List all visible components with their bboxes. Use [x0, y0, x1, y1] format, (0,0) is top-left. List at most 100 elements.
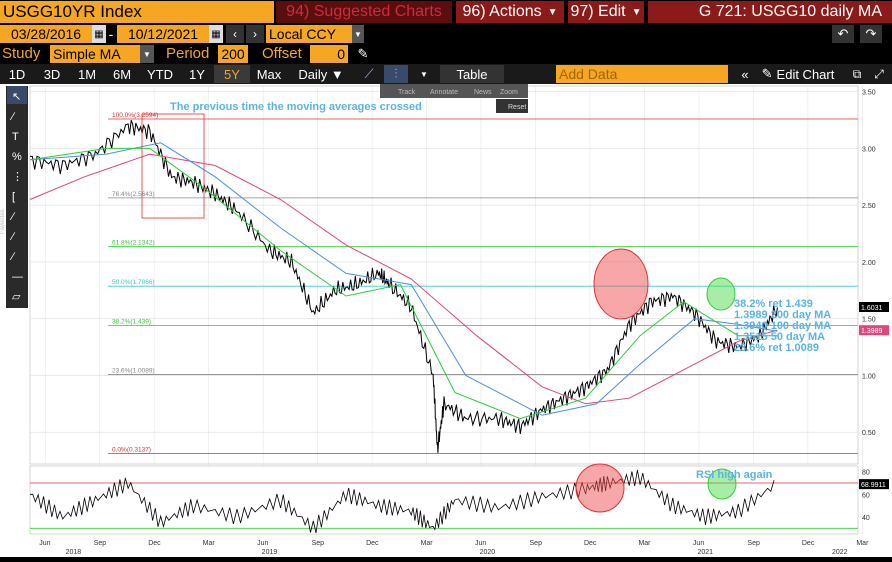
news-tool[interactable]: News: [474, 89, 492, 96]
study-value: Simple MA: [53, 46, 121, 62]
zoom-tool[interactable]: Zoom: [500, 89, 518, 96]
ray-icon[interactable]: ∕: [9, 231, 16, 243]
x-month-label: Mar: [856, 540, 869, 547]
timeframe-6m[interactable]: 6M: [112, 66, 132, 82]
chart-area[interactable]: ↖ ∕ T% ⋮ [∕ ∕ ∕ — ▱ Favorites 100.0%(3.2594) 76.4%…: [0, 84, 892, 557]
y-tick-label: 2.00: [862, 260, 876, 267]
suggested-charts-label: 94) Suggested Charts: [286, 3, 442, 20]
rsi-peak-circle: [575, 463, 625, 513]
chevron-left-icon[interactable]: ‹: [226, 25, 244, 43]
timeframe-5y[interactable]: 5Y: [214, 65, 250, 83]
x-year-label: 2021: [697, 549, 713, 556]
series-ma50: [29, 147, 778, 420]
line-chart-icon[interactable]: ⟋: [364, 66, 374, 81]
chevron-right-icon[interactable]: ›: [246, 25, 264, 43]
pencil-icon: ✎: [761, 66, 773, 81]
rsi-last-text: 68.9911: [861, 482, 886, 489]
undo-icon[interactable]: ↶: [832, 25, 854, 43]
timeframe-1d[interactable]: 1D: [8, 66, 26, 82]
suggested-charts-button[interactable]: 94) Suggested Charts: [276, 1, 452, 23]
trend-icon[interactable]: ∕: [9, 251, 16, 263]
add-data-input[interactable]: Add Data: [556, 65, 728, 83]
period-input[interactable]: 200: [218, 45, 248, 63]
redo-icon[interactable]: ↷: [860, 25, 882, 43]
currency-select[interactable]: Local CCY: [266, 25, 352, 43]
timeframe-1m[interactable]: 1M: [77, 66, 97, 82]
y-tick-label: 3.50: [862, 90, 876, 97]
chevron-down-icon[interactable]: ▼: [140, 45, 154, 63]
x-month-label: Mar: [421, 540, 434, 547]
study-select[interactable]: Simple MA: [50, 45, 140, 63]
track-tool[interactable]: Track: [398, 89, 416, 96]
x-year-label: 2022: [832, 549, 848, 556]
x-month-label: Jun: [475, 540, 486, 547]
study-label: Study: [2, 45, 41, 62]
x-month-label: Sep: [747, 540, 760, 547]
annotate-tool[interactable]: Annotate: [430, 89, 458, 96]
chevron-down-icon: ▼: [631, 6, 642, 18]
active-tool-highlight: [7, 86, 27, 104]
fib-icon[interactable]: ⋮: [12, 171, 23, 183]
fib-label: 50.0%(1.7866): [112, 279, 155, 286]
table-button[interactable]: Table: [440, 65, 504, 83]
timeframe-ytd[interactable]: YTD: [147, 66, 173, 82]
floating-toolbar: Track Annotate News Zoom Reset: [380, 84, 528, 113]
offset-value: 0: [337, 46, 345, 62]
start-date-text: 03/28/2016: [10, 26, 82, 42]
edit-label: 97) Edit: [570, 3, 626, 20]
security-field-extension[interactable]: [210, 1, 274, 23]
offset-label: Offset: [262, 45, 302, 62]
edit-chart-button[interactable]: ✎ Edit Chart: [756, 65, 840, 83]
text-icon[interactable]: T: [12, 131, 19, 143]
currency-text: Local CCY: [269, 26, 336, 42]
chart-title-bar: G 721: USGG10 daily MA: [648, 1, 892, 23]
crossover-box: [141, 113, 205, 219]
rsi-line: [30, 469, 775, 533]
settings-edit-icon[interactable]: ⧉: [852, 66, 862, 81]
collapse-icon[interactable]: «: [741, 66, 749, 82]
y-tick-label: 1.00: [862, 373, 876, 380]
edit-button[interactable]: 97) Edit ▼: [568, 1, 644, 23]
security-text: USGG10YR Index: [3, 2, 142, 21]
right-annotation: 1.3989 200 day MA: [734, 309, 831, 321]
line-icon[interactable]: ∕: [9, 211, 16, 223]
x-month-label: Mar: [203, 540, 216, 547]
chevron-down-icon[interactable]: ▼: [352, 25, 364, 43]
hline-icon[interactable]: —: [12, 271, 23, 283]
rsi-annotation: RSI high again: [696, 469, 773, 481]
offset-input[interactable]: 0: [310, 45, 348, 63]
x-month-label: Dec: [584, 540, 597, 547]
timeframe-toolbar: 1D 3D 1M 6M YTD 1Y 5Y Max Daily ▼ ⟋ ⫶ ▼ …: [0, 64, 892, 84]
percent-icon[interactable]: %: [12, 151, 22, 163]
bar-chart-icon[interactable]: ⫶: [384, 65, 408, 83]
calendar-icon[interactable]: ▦: [92, 25, 106, 43]
timeframe-1y[interactable]: 1Y: [189, 66, 205, 82]
timeframe-3d[interactable]: 3D: [43, 66, 61, 82]
timeframe-max[interactable]: Max: [256, 66, 282, 82]
bracket-icon[interactable]: [: [12, 191, 15, 203]
end-date-field[interactable]: 10/12/2021: [117, 25, 209, 43]
reset-button[interactable]: Reset: [508, 104, 526, 111]
frequency-select[interactable]: Daily ▼: [298, 66, 344, 82]
rsi-tick-label: 40: [862, 515, 870, 522]
right-annotation: 1.3515 50 day MA: [734, 331, 825, 343]
start-date-field[interactable]: 03/28/2016: [0, 25, 92, 43]
chart-svg[interactable]: ↖ ∕ T% ⋮ [∕ ∕ ∕ — ▱ Favorites 100.0%(3.2594) 76.4%…: [0, 84, 892, 557]
ruler-icon[interactable]: ▱: [12, 291, 21, 303]
last-ma-tag: [859, 325, 889, 336]
calendar-icon[interactable]: ▦: [209, 25, 223, 43]
pen-icon[interactable]: ∕: [9, 111, 16, 123]
x-month-label: Dec: [802, 540, 815, 547]
cursor-icon[interactable]: ↖: [12, 91, 21, 103]
actions-button[interactable]: 96) Actions ▼: [456, 1, 564, 23]
rsi-last-tag: [859, 479, 889, 490]
x-month-label: Jun: [39, 540, 50, 547]
security-field[interactable]: USGG10YR Index: [0, 1, 210, 23]
y-tick-label: 3.00: [862, 146, 876, 153]
chevron-down-icon: ▼: [547, 6, 558, 18]
peak-circle: [593, 248, 649, 320]
expand-icon[interactable]: ⤢: [874, 66, 884, 81]
chevron-down-icon[interactable]: ▼: [420, 69, 428, 79]
x-year-label: 2020: [480, 549, 496, 556]
pencil-icon[interactable]: ✎: [357, 46, 369, 61]
